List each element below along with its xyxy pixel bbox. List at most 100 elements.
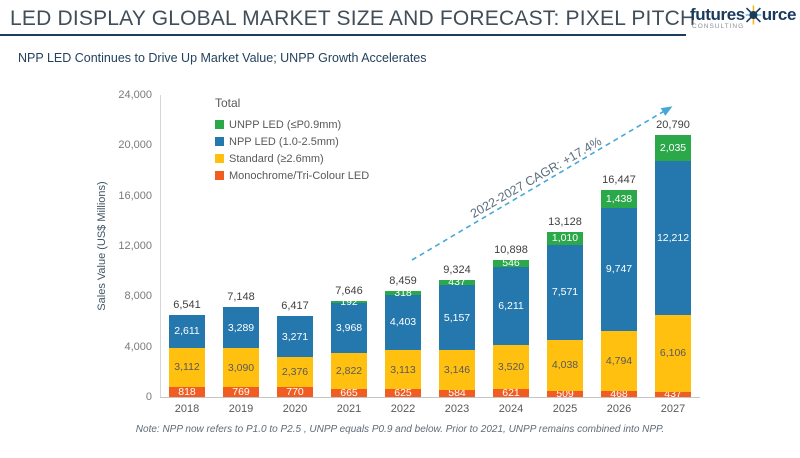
bar-slot: 468 4,794 9,747 1,438 16,447 2026 [592,95,646,415]
bar-segment: 665 [331,386,367,399]
segment-value-label: 12,212 [656,231,690,244]
segment-value-label: 2,611 [174,325,200,338]
bar-segment: 468 [601,389,637,399]
bar-total-label: 7,646 [335,284,363,297]
segment-value-label: 3,289 [227,321,255,334]
legend-swatch [215,120,224,129]
segment-value-label: 818 [178,385,196,398]
segment-value-label: 509 [556,387,574,400]
y-tick-label: 20,000 [118,139,152,152]
bar-segment: 3,146 [439,350,475,390]
bar-segment: 5,157 [439,285,475,351]
stacked-bar: 584 3,146 5,157 437 9,324 [439,264,475,400]
y-tick-label: 0 [145,391,152,403]
x-tick-label: 2018 [174,403,200,415]
y-tick-label: 4,000 [124,340,152,353]
stacked-bar: 818 3,112 2,611 6,541 [169,299,205,397]
stacked-bar: 509 4,038 7,571 1,010 13,128 [547,216,583,400]
bar-segment: 1,438 [601,190,637,209]
segment-value-label: 3,146 [443,363,471,376]
bar-segment: 2,822 [331,353,367,389]
x-tick-label: 2025 [552,403,578,415]
segment-value-label: 1,438 [605,193,633,206]
bar-total-label: 6,541 [173,298,201,311]
legend-items: UNPP LED (≤P0.9mm) NPP LED (1.0-2.5mm) Sta… [215,116,369,184]
legend-label: UNPP LED (≤P0.9mm) [229,118,342,131]
bar-segment: 4,794 [601,330,637,392]
segment-value-label: 318 [394,286,412,299]
stacked-bar: 770 2,376 3,271 6,417 [277,300,313,397]
stacked-bar: 625 3,113 4,403 318 8,459 [385,275,421,398]
bar-slot: 437 6,106 12,212 2,035 20,790 2027 [646,95,700,415]
starburst-icon [745,5,762,25]
bar-segment: 2,376 [277,357,313,388]
segment-value-label: 6,211 [498,299,524,312]
stacked-bar: 437 6,106 12,212 2,035 20,790 [655,119,691,401]
bar-segment: 6,106 [655,314,691,392]
legend-label: NPP LED (1.0-2.5mm) [229,135,339,148]
bar-segment: 625 [385,388,421,398]
segment-value-label: 437 [448,276,466,289]
bar-segment: 818 [169,387,205,397]
legend-item: Standard (≥2.6mm) [215,150,369,167]
bar-segment: 2,611 [169,314,205,348]
legend-item: NPP LED (1.0-2.5mm) [215,133,369,150]
y-tick-label: 8,000 [124,290,152,303]
bar-segment: 2,035 [655,135,691,162]
bar-segment: 3,520 [493,344,529,390]
x-tick-label: 2023 [444,403,470,415]
bar-segment: 3,113 [385,349,421,390]
segment-value-label: 769 [232,386,250,399]
segment-value-label: 3,968 [335,322,363,335]
segment-value-label: 4,794 [605,354,633,367]
bar-segment: 192 [331,297,367,307]
bar-segment: 546 [493,258,529,269]
segment-value-label: 621 [502,387,520,400]
bar-segment: 3,090 [223,348,259,388]
bar-segment: 4,038 [547,339,583,391]
x-tick-label: 2020 [282,403,308,415]
bar-segment: 318 [385,286,421,299]
segment-value-label: 6,106 [659,347,687,360]
x-tick-label: 2022 [390,403,416,415]
bar-segment: 3,289 [223,307,259,349]
bar-segment: 9,747 [601,208,637,331]
legend-label: Monochrome/Tri-Colour LED [229,169,370,182]
page-title: LED DISPLAY GLOBAL MARKET SIZE AND FOREC… [10,7,696,30]
bar-segment: 769 [223,387,259,397]
bar-slot: 769 3,090 3,289 7,148 2019 [214,95,268,415]
bar-total-label: 13,128 [548,215,582,228]
bar-total-label: 10,898 [494,243,528,256]
stacked-bar: 769 3,090 3,289 7,148 [223,291,259,397]
bar-total-label: 8,459 [389,274,417,287]
bar-segment: 584 [439,387,475,400]
segment-value-label: 437 [664,388,682,401]
segment-value-label: 665 [340,386,358,399]
stacked-bar: 621 3,520 6,211 546 10,898 [493,244,529,400]
segment-value-label: 4,403 [389,316,417,329]
bar-slot: 621 3,520 6,211 546 10,898 2024 [484,95,538,415]
bar-slot: 625 3,113 4,403 318 8,459 2022 [376,95,430,415]
bar-total-label: 20,790 [656,119,690,132]
bar-segment: 3,112 [169,347,205,387]
bar-segment: 3,271 [277,316,313,358]
x-tick-label: 2019 [228,403,254,415]
segment-value-label: 584 [448,387,466,400]
bar-segment: 12,212 [655,161,691,315]
legend: Total UNPP LED (≤P0.9mm) NPP LED (1.0-2.5… [215,96,369,184]
y-tick-label: 16,000 [118,189,152,202]
segment-value-label: 192 [340,296,358,309]
legend-label: Standard (≥2.6mm) [229,152,324,165]
legend-swatch [215,154,224,163]
plot-area: 818 3,112 2,611 6,541 2018 769 3,090 3,289 7,148… [160,95,700,415]
brand-logo-text-prefix: futures [690,5,745,24]
x-tick-label: 2024 [498,403,524,415]
brand-logo-tagline: CONSULTING [692,23,745,30]
segment-value-label: 3,112 [174,361,200,374]
title-underline [0,34,686,36]
segment-value-label: 3,271 [281,330,309,343]
x-tick-label: 2027 [660,403,686,415]
segment-value-label: 5,157 [443,311,471,324]
brand-logo: futures urce CONSULTING [690,4,796,30]
